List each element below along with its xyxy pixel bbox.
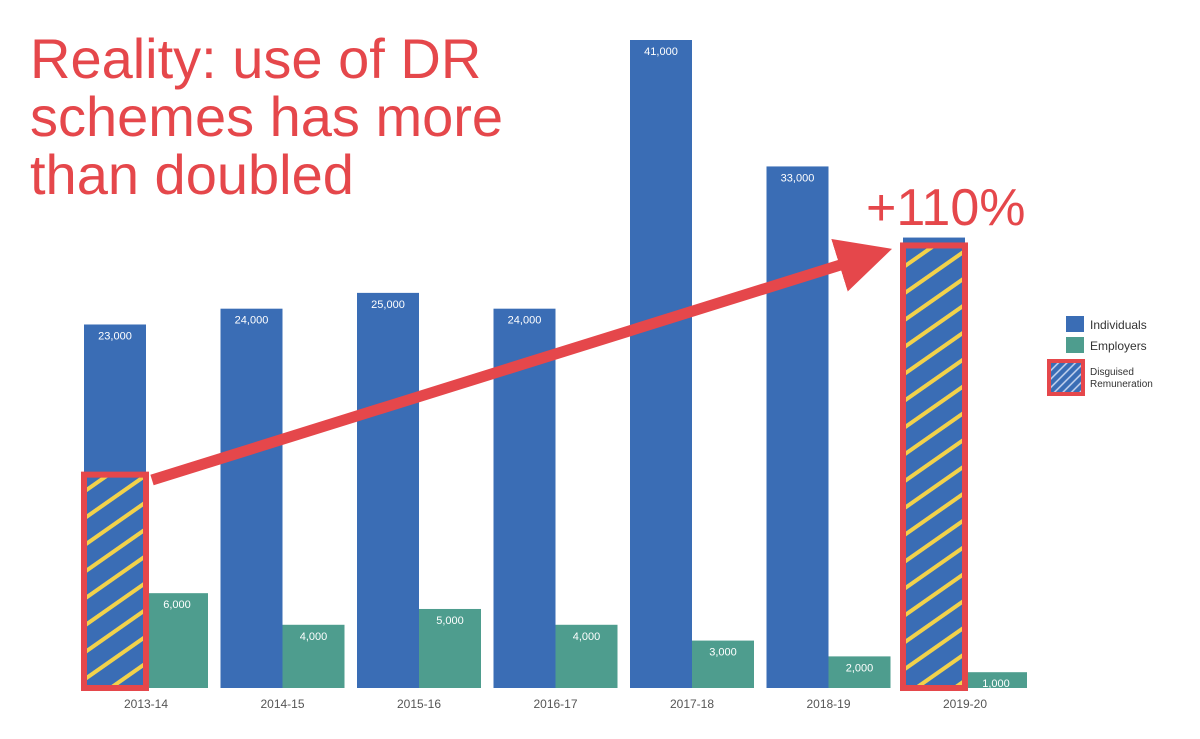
individuals-bar-2014-15 — [220, 308, 283, 688]
legend-swatch-disguised-remuneration — [1047, 359, 1085, 396]
employers-value-label-2018-19: 2,000 — [846, 662, 874, 674]
headline-line-3: than doubled — [30, 143, 354, 206]
employers-bar-2014-15 — [282, 624, 345, 688]
employers-value-label-2015-16: 5,000 — [436, 615, 464, 627]
headline: Reality: use of DR schemes has more than… — [30, 30, 503, 204]
legend-label-disguised-remuneration: Disguised Remuneration — [1090, 367, 1153, 390]
employers-bar-2013-14 — [146, 593, 208, 688]
employers-value-label-2014-15: 4,000 — [300, 631, 328, 643]
headline-line-2: schemes has more — [30, 85, 504, 148]
employers-value-label-2019-20: 1,000 — [982, 678, 1010, 690]
change-percentage-label: +110% — [866, 179, 1026, 237]
employers-bar-2016-17 — [555, 624, 618, 688]
x-tick-label-2017-18: 2017-18 — [670, 697, 714, 711]
individuals-bar-2017-18 — [630, 40, 692, 688]
x-tick-label-2015-16: 2015-16 — [397, 697, 441, 711]
legend-label-employers: Employers — [1090, 339, 1147, 353]
individuals-value-label-2014-15: 24,000 — [235, 315, 269, 327]
legend: Individuals Employers Disguised Remuneratio… — [1047, 316, 1153, 396]
employers-bar-2019-20 — [965, 672, 1027, 688]
individuals-value-label-2018-19: 33,000 — [781, 172, 815, 184]
x-tick-label-2018-19: 2018-19 — [806, 697, 850, 711]
legend-label-individuals: Individuals — [1090, 318, 1147, 332]
employers-bar-2018-19 — [828, 656, 891, 688]
employers-bar-2017-18 — [692, 640, 754, 688]
employers-value-label-2013-14: 6,000 — [163, 599, 191, 611]
disguised-remuneration-highlight-2013-14 — [81, 471, 149, 692]
individuals-bar-2015-16 — [357, 292, 419, 688]
individuals-value-label-2017-18: 41,000 — [644, 46, 678, 58]
x-tick-label-2013-14: 2013-14 — [124, 697, 168, 711]
x-tick-label-2014-15: 2014-15 — [260, 697, 304, 711]
employers-value-label-2016-17: 4,000 — [573, 631, 601, 643]
legend-swatch-individuals — [1066, 316, 1084, 332]
disguised-remuneration-highlight-2019-20 — [900, 242, 968, 691]
individuals-value-label-2013-14: 23,000 — [98, 330, 132, 342]
individuals-bar-2018-19 — [766, 166, 829, 688]
employers-bar-2015-16 — [419, 608, 481, 688]
individuals-value-label-2015-16: 25,000 — [371, 299, 405, 311]
x-tick-label-2016-17: 2016-17 — [533, 697, 577, 711]
employers-value-label-2017-18: 3,000 — [709, 647, 737, 659]
legend-swatch-employers — [1066, 337, 1084, 353]
headline-line-1: Reality: use of DR — [30, 27, 482, 90]
growth-arrow — [150, 239, 892, 486]
individuals-value-label-2016-17: 24,000 — [508, 315, 542, 327]
x-tick-label-2019-20: 2019-20 — [943, 697, 987, 711]
